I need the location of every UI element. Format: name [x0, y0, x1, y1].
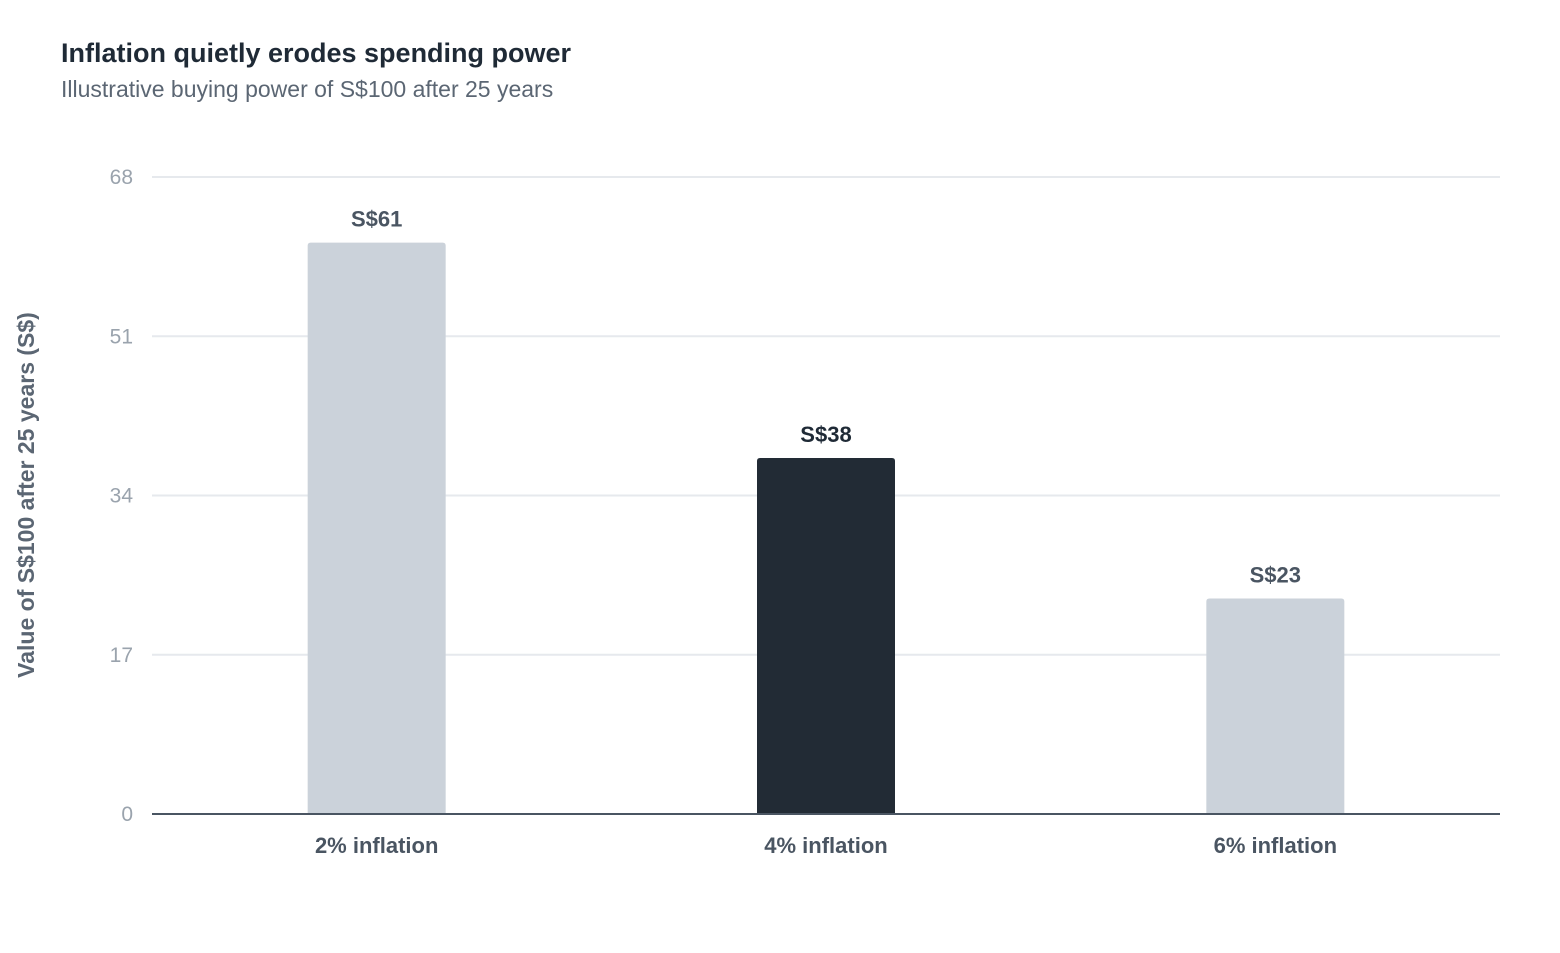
y-tick-label: 17: [110, 644, 133, 667]
bar-value-label: S$23: [1250, 563, 1301, 588]
x-tick-label: 6% inflation: [1214, 833, 1337, 858]
y-tick-label: 51: [110, 325, 133, 348]
y-axis-title: Value of S$100 after 25 years (S$): [13, 312, 39, 678]
bars: [307, 242, 1345, 814]
y-tick-label: 0: [121, 803, 133, 826]
bar-value-label: S$38: [800, 422, 851, 447]
chart-subtitle: Illustrative buying power of S$100 after…: [61, 76, 554, 102]
bar: [307, 242, 446, 814]
x-tick-label: 4% inflation: [764, 833, 887, 858]
bar: [757, 458, 895, 814]
chart-title: Inflation quietly erodes spending power: [61, 38, 572, 68]
y-tick-label: 34: [110, 485, 134, 508]
x-axis-ticks: 2% inflation 4% inflation 6% inflation: [315, 833, 1337, 858]
bar: [1206, 598, 1345, 814]
x-tick-label: 2% inflation: [315, 833, 438, 858]
y-axis-ticks: 0 17 34 51 68: [110, 166, 134, 826]
y-tick-label: 68: [110, 166, 133, 189]
value-labels: S$61 S$38 S$23: [351, 207, 1301, 588]
bar-value-label: S$61: [351, 207, 402, 232]
